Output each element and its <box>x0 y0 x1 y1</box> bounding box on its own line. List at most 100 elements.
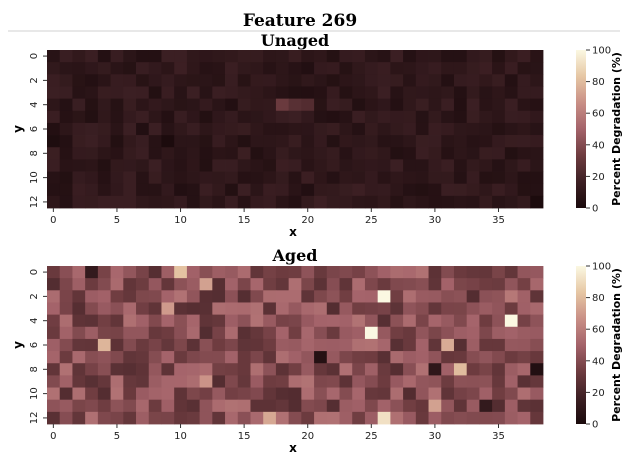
heatmap-cell <box>275 338 290 352</box>
heatmap-cell <box>161 387 175 401</box>
heatmap-cell <box>263 266 277 279</box>
heatmap-cell <box>136 290 150 303</box>
heatmap-cell <box>85 122 99 136</box>
heatmap-cell <box>504 314 518 328</box>
heatmap-cell <box>339 171 353 185</box>
heatmap-cell <box>199 62 213 75</box>
heatmap-cell <box>530 338 544 352</box>
heatmap-cell <box>186 86 201 100</box>
heatmap-cell <box>148 399 162 413</box>
x-tick-label: 30 <box>429 215 442 226</box>
heatmap-cell <box>47 326 61 340</box>
y-axis-label: y <box>11 341 25 349</box>
heatmap-cell <box>492 290 506 303</box>
heatmap-cell <box>174 147 188 160</box>
heatmap-cell <box>377 159 391 172</box>
heatmap-cell <box>263 290 277 303</box>
heatmap-cell <box>517 159 531 172</box>
heatmap-cell <box>288 411 302 425</box>
heatmap-cell <box>352 375 366 388</box>
heatmap-cell <box>275 195 290 209</box>
heatmap-cell <box>225 387 239 401</box>
heatmap-cell <box>97 50 111 63</box>
heatmap-cell <box>123 159 137 172</box>
y-tick-label: 4 <box>29 318 40 324</box>
heatmap-cell <box>186 411 201 425</box>
heatmap-cell <box>492 135 506 148</box>
heatmap-cell <box>352 411 366 425</box>
heatmap-cell <box>123 351 137 364</box>
heatmap-cell <box>123 314 137 328</box>
heatmap-cell <box>352 183 366 197</box>
heatmap-cell <box>85 98 99 112</box>
heatmap-cell <box>72 302 86 316</box>
heatmap-cell <box>148 266 162 279</box>
heatmap-cell <box>212 183 226 197</box>
heatmap-cell <box>212 171 226 185</box>
y-axis-label: y <box>11 125 25 133</box>
heatmap-cell <box>225 278 239 291</box>
heatmap-cell <box>136 278 150 291</box>
heatmap-cell <box>339 411 353 425</box>
heatmap-cell <box>530 74 544 87</box>
heatmap-cell <box>237 74 251 87</box>
heatmap-cell <box>377 50 391 63</box>
heatmap-cell <box>123 62 137 75</box>
colorbar <box>576 266 586 424</box>
heatmap-cell <box>225 171 239 185</box>
heatmap-cell <box>110 387 124 401</box>
heatmap-cell <box>314 110 328 124</box>
heatmap-cell <box>174 62 188 75</box>
heatmap-cell <box>47 399 61 413</box>
heatmap-cell <box>517 302 531 316</box>
heatmap-cell <box>263 195 277 209</box>
heatmap-cell <box>453 62 468 75</box>
heatmap-cell <box>479 171 493 185</box>
heatmap-cell <box>123 110 137 124</box>
heatmap-cell <box>364 135 379 148</box>
heatmap-cell <box>47 314 61 328</box>
heatmap-cell <box>275 171 290 185</box>
heatmap-cell <box>314 351 328 364</box>
heatmap-cell <box>47 62 61 75</box>
heatmap-cell <box>479 183 493 197</box>
heatmap-cell <box>504 399 518 413</box>
heatmap-cell <box>237 171 251 185</box>
heatmap-cell <box>148 195 162 209</box>
figure-title: Feature 269 <box>243 11 357 31</box>
heatmap-cell <box>428 147 442 160</box>
heatmap-cell <box>403 74 417 87</box>
heatmap-cell <box>225 147 239 160</box>
heatmap-cell <box>161 363 175 376</box>
heatmap-cell <box>453 135 468 148</box>
heatmap-cell <box>390 278 404 291</box>
heatmap-cell <box>110 159 124 172</box>
heatmap-cell <box>301 266 315 279</box>
heatmap-cell <box>453 183 468 197</box>
heatmap-cell <box>110 50 124 63</box>
heatmap-cell <box>250 351 264 364</box>
heatmap-cell <box>377 278 391 291</box>
heatmap-cell <box>148 411 162 425</box>
heatmap-cell <box>530 411 544 425</box>
heatmap-cell <box>403 122 417 136</box>
heatmap-cell <box>517 351 531 364</box>
heatmap-cell <box>161 50 175 63</box>
heatmap-cell <box>364 399 379 413</box>
heatmap-cell <box>250 159 264 172</box>
heatmap-cell <box>479 122 493 136</box>
heatmap-cell <box>250 363 264 376</box>
heatmap-cell <box>479 363 493 376</box>
heatmap-cell <box>314 147 328 160</box>
heatmap-cell <box>530 326 544 340</box>
heatmap-cell <box>263 159 277 172</box>
heatmap-cell <box>85 135 99 148</box>
heatmap-cell <box>428 86 442 100</box>
heatmap-cell <box>250 86 264 100</box>
heatmap-cell <box>212 326 226 340</box>
heatmap-cell <box>364 122 379 136</box>
heatmap-cell <box>453 159 468 172</box>
heatmap-cell <box>441 183 455 197</box>
heatmap-cell <box>110 266 124 279</box>
heatmap-cell <box>301 110 315 124</box>
